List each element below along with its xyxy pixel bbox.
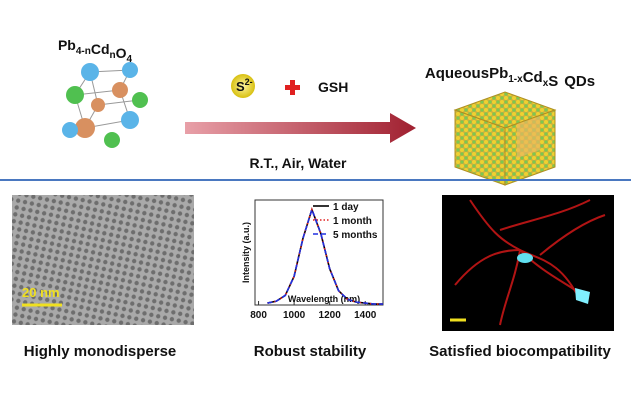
reagent: GSH [318, 79, 348, 95]
formula-part: S [236, 79, 245, 94]
caption: Satisfied biocompatibility [429, 343, 611, 360]
formula-part: Cd [523, 69, 543, 86]
plus-icon [285, 80, 300, 95]
formula-part: Cd [91, 41, 110, 57]
plot-frame [254, 199, 384, 306]
subscript: n [110, 50, 116, 61]
x-tick-label: 1000 [283, 310, 306, 321]
caption: Highly monodisperse [24, 343, 177, 360]
precursor-formula: Pb4-nCdnO4 [58, 37, 133, 65]
fluorescence-spot [575, 288, 590, 304]
formula-part: O [116, 45, 127, 61]
legend-label: 1 day [333, 202, 359, 213]
subscript: 4-n [76, 46, 91, 57]
superscript: 2- [245, 77, 253, 87]
product-title: AqueousPb1-xCdxS QDs [425, 65, 595, 90]
crystal-icon [62, 62, 148, 148]
qd-cube [453, 91, 557, 186]
caption: Robust stability [254, 343, 367, 360]
x-tick-label: 1400 [354, 310, 377, 321]
formula-part: Pb [489, 65, 508, 82]
conditions: R.T., Air, Water [250, 155, 348, 171]
suffix: QDs [564, 73, 595, 90]
formula-part: S [548, 73, 558, 90]
fluorescence-image [442, 195, 614, 331]
x-axis-label: Wavelength (nm) [288, 294, 360, 304]
prefix: Aqueous [425, 65, 489, 82]
tem-image [12, 195, 194, 325]
reaction-arrow [185, 113, 416, 143]
legend-label: 5 months [333, 230, 378, 241]
subscript: 4 [127, 54, 133, 65]
fluorescence-spot [517, 253, 533, 263]
subscript: x [543, 78, 549, 89]
sulfide-icon [231, 74, 255, 98]
x-tick-label: 1200 [319, 310, 342, 321]
stability-chart: 800 1000 1200 1400 Wavelength (nm) Intensity … [241, 199, 384, 321]
reagent-ion: S2- [236, 77, 253, 94]
x-tick-label: 800 [250, 310, 267, 321]
y-axis-label: Intensity (a.u.) [241, 222, 251, 283]
formula-part: Pb [58, 37, 76, 53]
scale-label: 20 nm [22, 285, 60, 300]
spectrum-line [267, 207, 383, 305]
fluorescence-signal [454, 199, 606, 326]
legend-label: 1 month [333, 216, 372, 227]
subscript: 1-x [508, 74, 523, 85]
